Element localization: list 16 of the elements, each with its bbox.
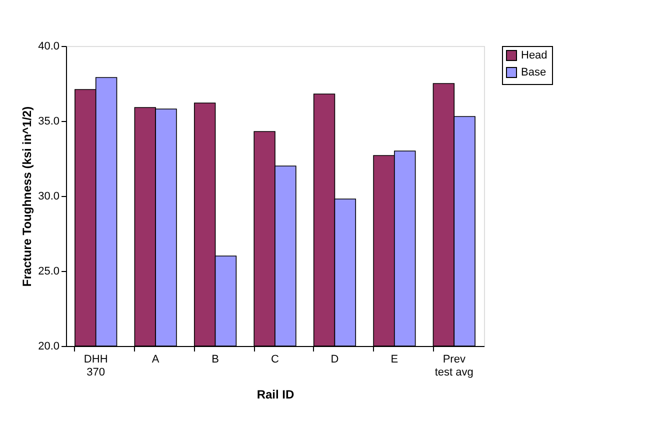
legend-label: Head bbox=[521, 50, 548, 62]
x-axis-title: Rail ID bbox=[256, 388, 295, 402]
y-tick-label: 20.0 bbox=[38, 340, 60, 352]
x-tick-label: B bbox=[212, 354, 219, 366]
y-tick-label: 35.0 bbox=[38, 116, 60, 128]
x-tick-label: Prev test avg bbox=[434, 354, 474, 378]
y-tick-label: 30.0 bbox=[38, 190, 60, 202]
x-tick-label: C bbox=[271, 354, 280, 366]
y-tick-label: 40.0 bbox=[38, 40, 60, 52]
x-tick-label: A bbox=[152, 354, 160, 366]
y-axis-title: Fracture Toughness (ksi in^1/2) bbox=[20, 106, 34, 287]
x-tick-label: DHH 370 bbox=[84, 354, 108, 378]
legend-label: Base bbox=[521, 66, 546, 78]
y-tick-label: 25.0 bbox=[38, 266, 60, 278]
x-tick-label: E bbox=[390, 354, 398, 366]
x-tick-label: D bbox=[330, 354, 339, 366]
